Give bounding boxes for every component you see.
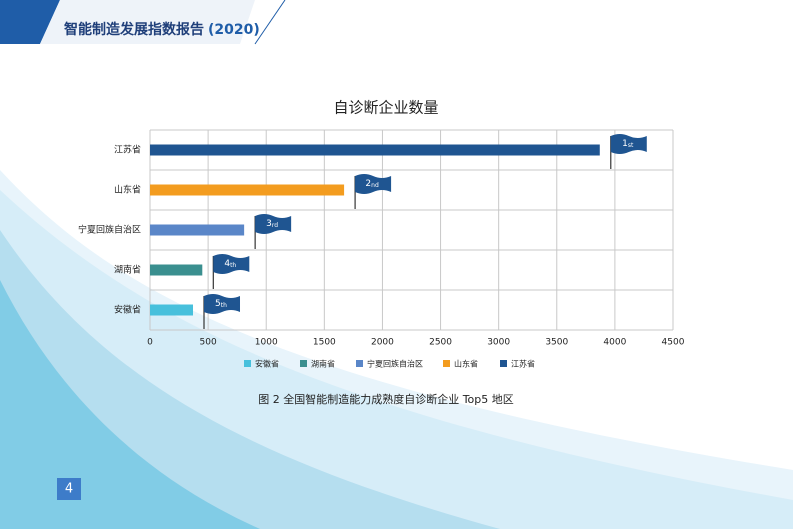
legend-label: 湖南省 (311, 359, 335, 369)
rank-suffix: th (230, 262, 236, 269)
x-tick-label: 2500 (429, 338, 452, 348)
x-tick-label: 1000 (255, 338, 278, 348)
rank-number: 3 (266, 219, 272, 229)
legend-swatch (356, 360, 363, 367)
bar (150, 224, 245, 236)
x-tick-label: 4500 (662, 338, 685, 348)
header-title: 智能制造发展指数报告 (2020) (63, 21, 260, 38)
x-tick-label: 4000 (603, 338, 626, 348)
x-tick-label: 3500 (545, 338, 568, 348)
rank-label: 1st (622, 139, 634, 149)
rank-number: 2 (365, 179, 371, 189)
y-tick-label: 江苏省 (114, 144, 141, 156)
rank-number: 5 (215, 299, 221, 309)
legend-swatch (300, 360, 307, 367)
legend-label: 江苏省 (511, 359, 535, 369)
bar (150, 264, 203, 276)
bar (150, 144, 600, 156)
x-tick-label: 0 (147, 338, 153, 348)
x-tick-label: 1500 (313, 338, 336, 348)
legend-label: 安徽省 (255, 359, 279, 369)
y-tick-label: 湖南省 (114, 264, 141, 276)
legend-swatch (443, 360, 450, 367)
legend-label: 山东省 (454, 359, 478, 369)
legend-swatch (244, 360, 251, 367)
rank-number: 4 (224, 259, 230, 269)
page-number-box (57, 478, 81, 500)
bar (150, 184, 345, 196)
flag (610, 134, 647, 154)
rank-suffix: nd (371, 182, 379, 189)
rank-suffix: st (628, 142, 634, 149)
rank-label: 3rd (266, 219, 278, 229)
rank-label: 4th (224, 259, 236, 269)
legend-label: 宁夏回族自治区 (367, 359, 423, 369)
page-number: 4 (65, 482, 73, 497)
x-tick-label: 3000 (487, 338, 510, 348)
rank-label: 2nd (365, 179, 379, 189)
rank-suffix: rd (272, 222, 278, 229)
caption: 图 2 全国智能制造能力成熟度自诊断企业 Top5 地区 (258, 392, 514, 406)
swoosh (0, 280, 260, 529)
flag (255, 214, 292, 234)
legend-swatch (500, 360, 507, 367)
rank-number: 1 (622, 139, 628, 149)
chart-title: 自诊断企业数量 (333, 99, 438, 117)
flag (355, 174, 392, 194)
flag (204, 294, 241, 314)
y-tick-label: 山东省 (114, 184, 141, 196)
x-tick-label: 2000 (371, 338, 394, 348)
rank-suffix: th (221, 302, 227, 309)
x-tick-label: 500 (200, 338, 217, 348)
header-line (254, 0, 286, 45)
flag (213, 254, 250, 274)
header-band (40, 0, 255, 44)
y-tick-label: 安徽省 (114, 304, 141, 316)
y-tick-label: 宁夏回族自治区 (78, 224, 141, 236)
chart: 0 500 1000 1500 2000 2500 3000 3500 4000 4500 江苏省 1… (78, 129, 685, 369)
bar (150, 304, 194, 316)
rank-label: 5th (215, 299, 227, 309)
